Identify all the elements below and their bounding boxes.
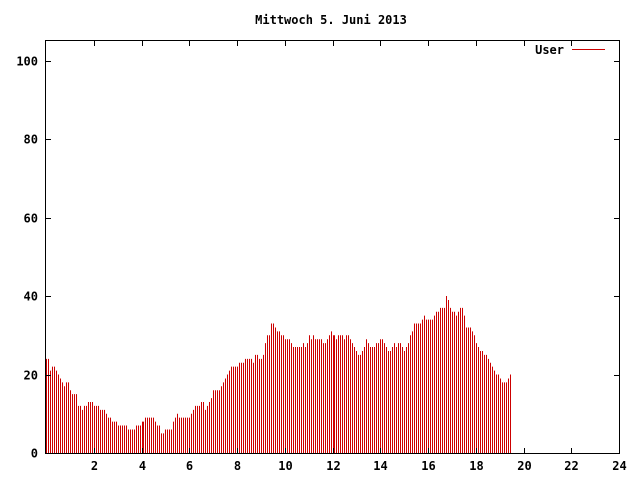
y-axis: 0 20 40 60 80 100 <box>16 55 619 461</box>
x-tick-label: 4 <box>139 459 146 473</box>
x-tick-label: 2 <box>91 459 98 473</box>
y-tick-label: 20 <box>24 369 38 383</box>
legend-label-user: User <box>535 43 564 57</box>
x-tick-label: 24 <box>612 459 626 473</box>
y-tick-label: 40 <box>24 290 38 304</box>
chart-title: Mittwoch 5. Juni 2013 <box>255 13 407 27</box>
x-axis: 2 4 6 8 10 12 14 16 18 20 22 24 <box>91 41 627 473</box>
x-tick-label: 8 <box>234 459 241 473</box>
y-tick-label: 80 <box>24 133 38 147</box>
bar-series-user <box>46 296 511 453</box>
y-tick-label: 0 <box>31 447 38 461</box>
y-tick-label: 60 <box>24 212 38 226</box>
x-tick-label: 10 <box>278 459 292 473</box>
x-tick-label: 16 <box>421 459 435 473</box>
legend: User <box>535 43 605 57</box>
x-tick-label: 18 <box>469 459 483 473</box>
x-tick-label: 14 <box>373 459 387 473</box>
x-tick-label: 6 <box>186 459 193 473</box>
y-tick-label: 100 <box>16 55 38 69</box>
plot-frame <box>45 40 620 454</box>
x-tick-label: 20 <box>517 459 531 473</box>
x-tick-label: 22 <box>564 459 578 473</box>
x-tick-label: 12 <box>326 459 340 473</box>
